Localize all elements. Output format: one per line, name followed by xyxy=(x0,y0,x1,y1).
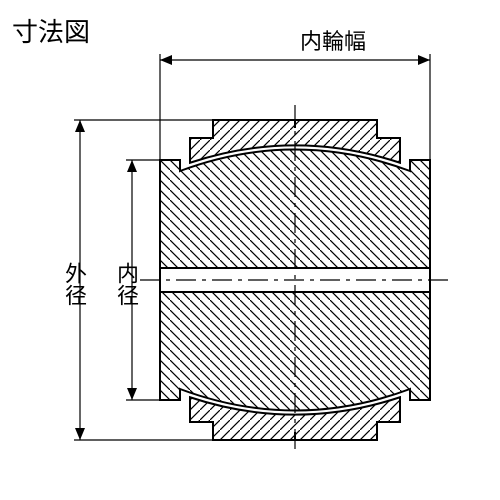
bearing-section-diagram xyxy=(0,0,500,500)
